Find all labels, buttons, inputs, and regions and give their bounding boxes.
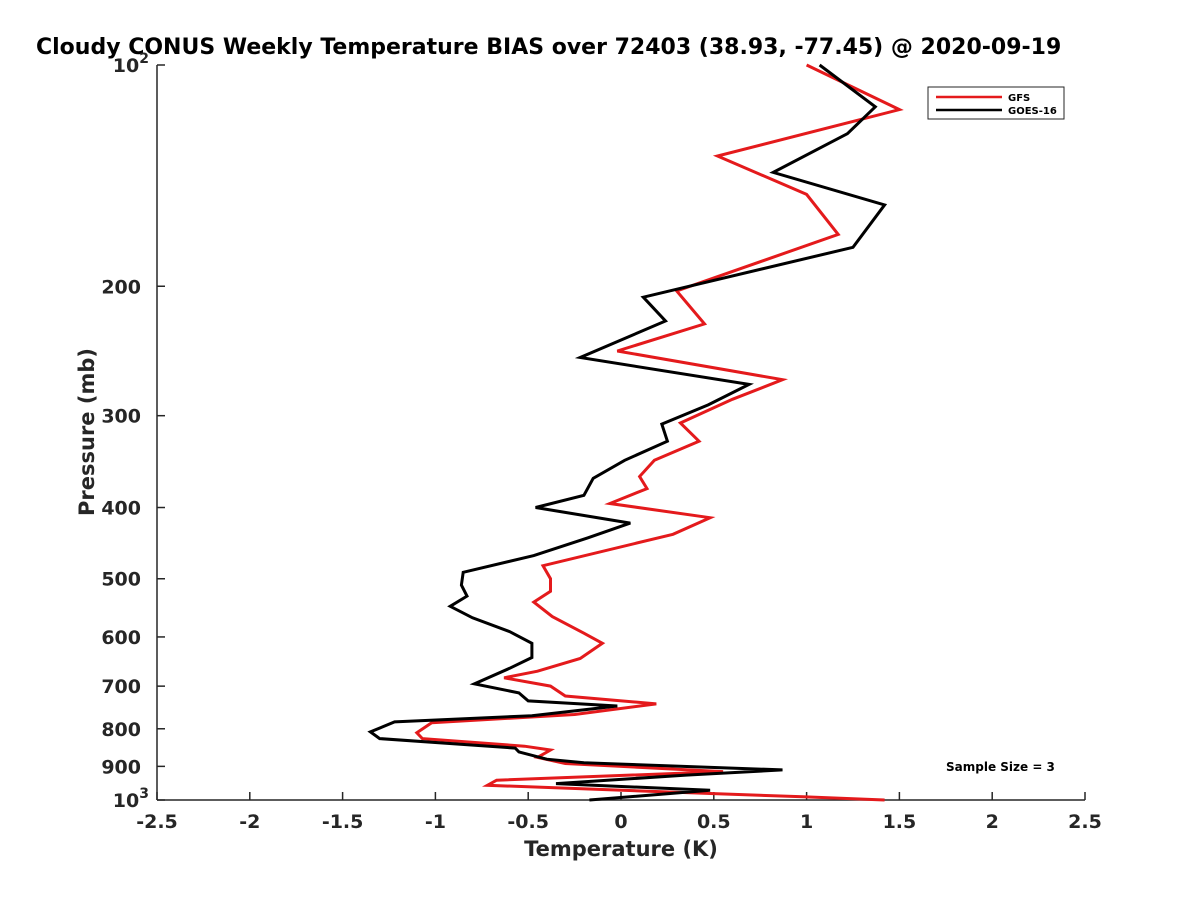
plot-area [156, 65, 1085, 801]
y-tick-label: 900 [101, 756, 141, 778]
y-axis-label: Pressure (mb) [75, 348, 99, 516]
chart-title: Cloudy CONUS Weekly Temperature BIAS ove… [36, 35, 1061, 60]
x-tick-label: 1.5 [883, 811, 917, 833]
y-tick-label: 300 [101, 406, 141, 428]
sample-size-annotation: Sample Size = 3 [946, 760, 1055, 774]
x-tick-label: -1.5 [322, 811, 364, 833]
y-tick-label: 200 [101, 276, 141, 298]
x-tick-label: -1 [425, 811, 446, 833]
y-tick-label: 103 [113, 786, 149, 812]
y-tick-label: 800 [101, 719, 141, 741]
x-tick-label: 2.5 [1068, 811, 1102, 833]
x-tick-label: -0.5 [507, 811, 549, 833]
y-tick-label: 500 [101, 569, 141, 591]
legend-label-goes16: GOES-16 [1008, 106, 1057, 117]
x-tick-label: 0 [614, 811, 627, 833]
series-line-goes16 [367, 63, 888, 802]
y-tick-label: 102 [113, 51, 149, 77]
y-tick-base: 10 [113, 55, 139, 77]
x-tick-label: 2 [986, 811, 999, 833]
series-group [367, 63, 904, 802]
y-tick-exponent: 3 [139, 786, 149, 802]
legend-box [927, 86, 1065, 120]
y-tick-base: 10 [113, 790, 139, 812]
legend: GFS GOES-16 [927, 86, 1065, 120]
x-tick-label: 0.5 [697, 811, 731, 833]
series-line-gfs [414, 63, 904, 802]
x-tick-label: -2.5 [136, 811, 178, 833]
legend-label-gfs: GFS [1008, 93, 1030, 104]
y-tick-label: 600 [101, 627, 141, 649]
x-axis-ticks: -2.5 -2 -1.5 -1 -0.5 0 0.5 1 1.5 2 2.5 [136, 792, 1102, 833]
x-axis-label: Temperature (K) [524, 837, 718, 861]
y-tick-label: 400 [101, 498, 141, 520]
y-tick-label: 700 [101, 676, 141, 698]
x-tick-label: -2 [239, 811, 260, 833]
x-tick-label: 1 [800, 811, 813, 833]
y-tick-exponent: 2 [139, 51, 149, 67]
